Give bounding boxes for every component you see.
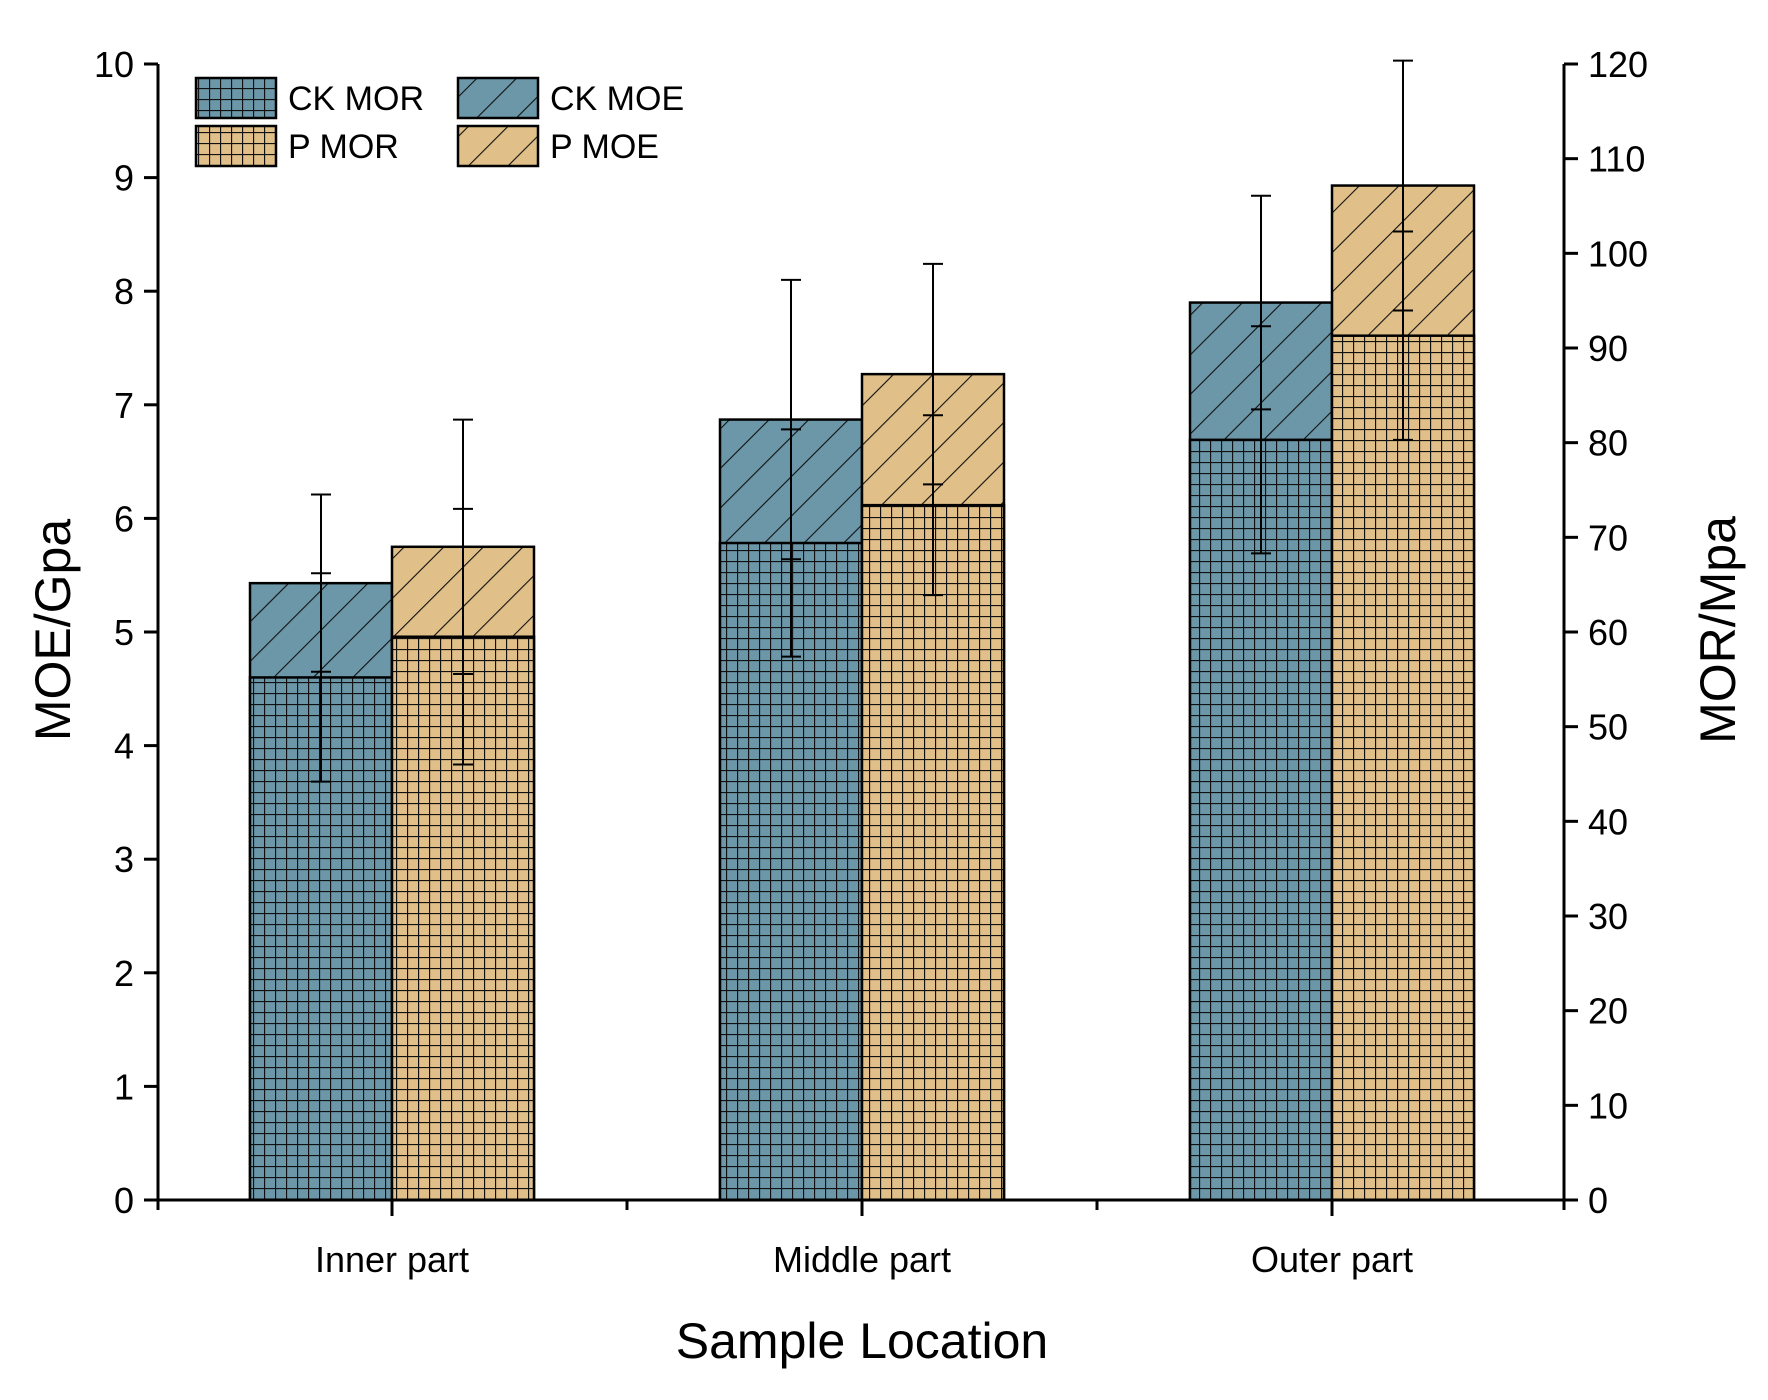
y-left-tick-label: 0 [114,1180,134,1221]
y-left-tick-label: 5 [114,612,134,653]
y-right-tick-label: 20 [1588,991,1628,1032]
legend-label: P MOE [550,128,659,166]
legend-item-ck-mor: CK MOR [194,76,424,120]
error-bar-p-moe-1 [923,262,943,486]
y-right-tick-label: 80 [1588,423,1628,464]
y-right-tick-label: 110 [1588,139,1645,180]
y-axis-left-title: MOE/Gpa [25,519,81,741]
y-axis-right-title: MOR/Mpa [1690,516,1746,744]
y-right-tick-label: 100 [1588,233,1648,274]
error-bar-ck-moe-0 [311,493,331,673]
y-right-tick-label: 90 [1588,328,1628,369]
y-left-tick-label: 9 [114,158,134,199]
y-left-tick-label: 1 [114,1066,134,1107]
x-axis-title: Sample Location [676,1313,1048,1369]
legend-label: CK MOE [550,80,684,118]
y-right-tick-label: 120 [1588,44,1648,85]
legend: CK MOR CK MOE P MOR P MOE [194,76,684,168]
y-right-tick-label: 0 [1588,1180,1608,1221]
legend-item-ck-moe: CK MOE [456,76,684,120]
legend-item-p-moe: P MOE [456,124,659,168]
y-left-tick-label: 3 [114,839,134,880]
y-left-tick-label: 2 [114,953,134,994]
legend-swatch [456,124,540,168]
y-right-tick-label: 30 [1588,896,1628,937]
legend-label: CK MOR [288,80,424,118]
y-left-tick-label: 6 [114,498,134,539]
y-left-tick-label: 8 [114,271,134,312]
legend-swatch [456,76,540,120]
y-right-tick-label: 60 [1588,612,1628,653]
axes-layer: 0123456789100102030405060708090100110120… [94,44,1648,1280]
error-bar-ck-moe-1 [781,278,801,561]
legend-swatch [194,76,278,120]
bar-p-mor-1 [860,503,1006,1202]
y-left-tick-label: 4 [114,726,134,767]
error-bar-ck-moe-2 [1251,194,1271,411]
y-right-tick-label: 10 [1588,1085,1628,1126]
legend-swatch [194,124,278,168]
y-left-tick-label: 7 [114,385,134,426]
y-right-tick-label: 50 [1588,707,1628,748]
bar-p-mor-2 [1330,334,1476,1202]
x-tick-label: Outer part [1251,1239,1413,1280]
error-bars-layer [311,59,1413,783]
legend-item-p-mor: P MOR [194,124,399,168]
y-right-tick-label: 40 [1588,801,1628,842]
y-left-tick-label: 10 [94,44,134,85]
x-tick-label: Middle part [773,1239,951,1280]
bars-layer [248,184,1476,1202]
error-bar-p-moe-0 [453,418,473,676]
error-bar-p-moe-2 [1393,59,1413,312]
y-right-tick-label: 70 [1588,517,1628,558]
x-tick-label: Inner part [315,1239,469,1280]
legend-label: P MOR [288,128,399,166]
